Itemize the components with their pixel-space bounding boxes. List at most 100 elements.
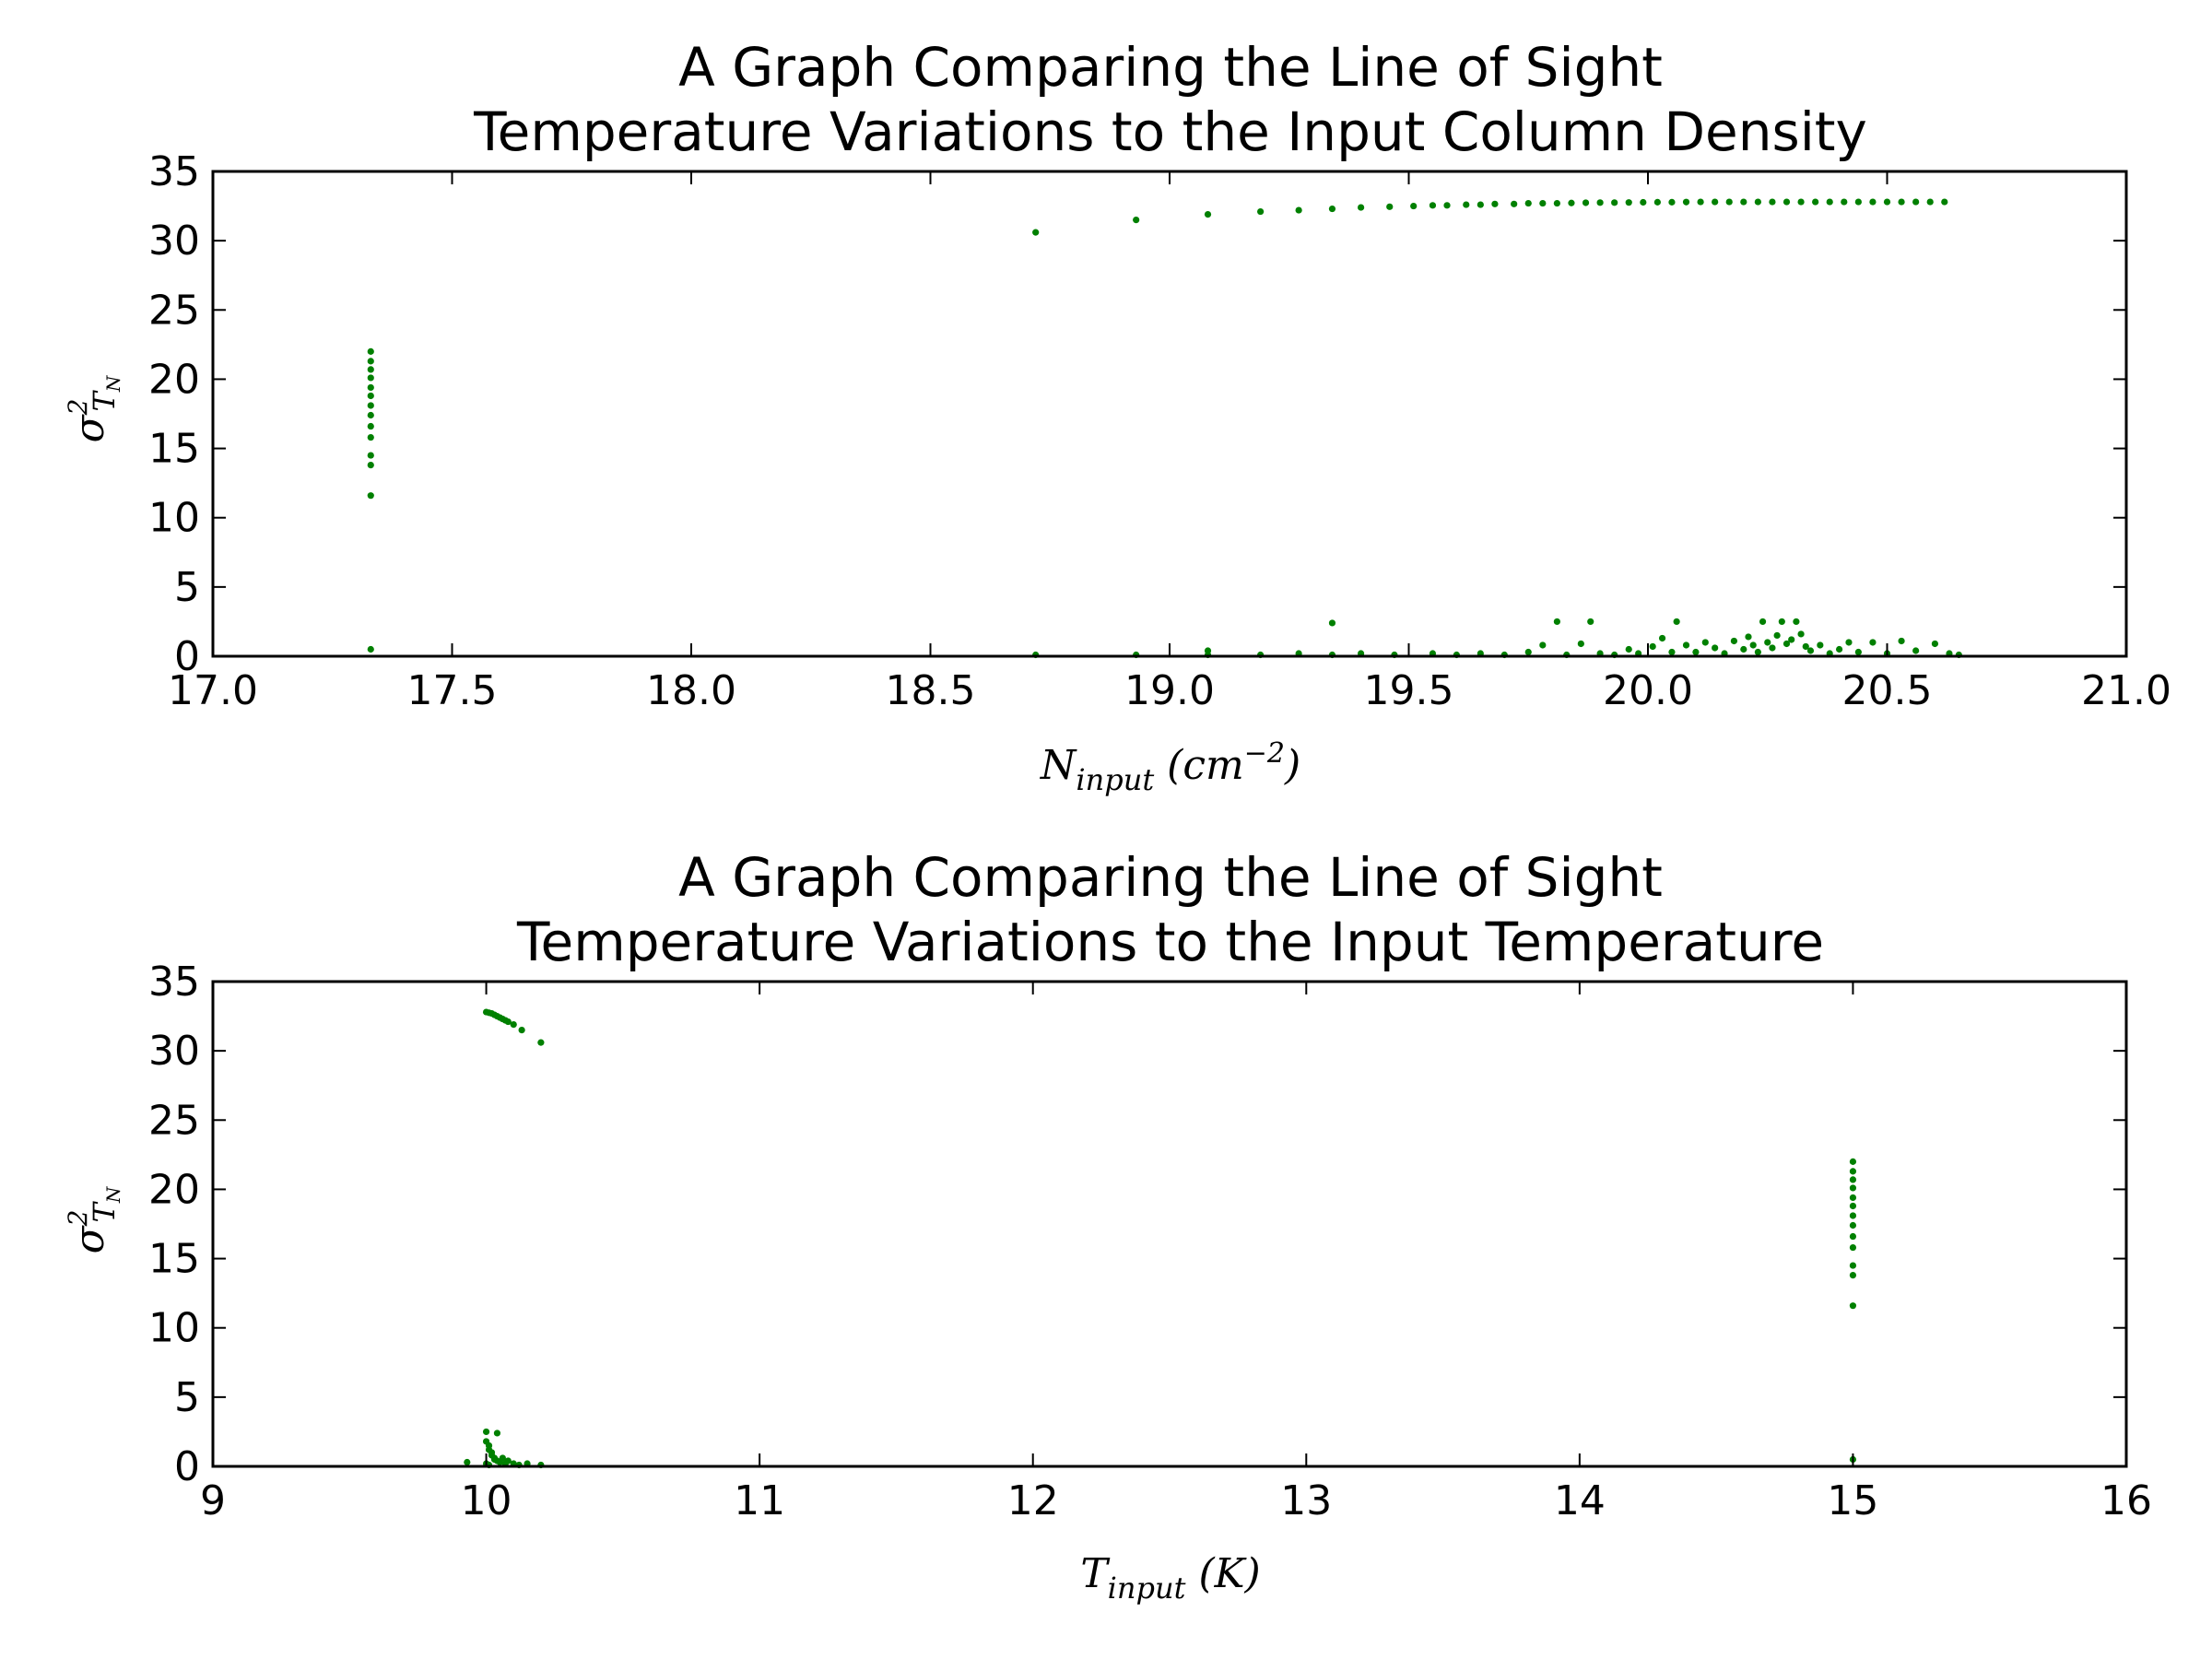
x-tick-label: 20.5 bbox=[1842, 667, 1933, 714]
data-point bbox=[1926, 198, 1934, 206]
data-point bbox=[367, 366, 374, 373]
data-point bbox=[1854, 198, 1862, 206]
data-point bbox=[1701, 639, 1709, 646]
data-point bbox=[1802, 642, 1809, 651]
chart-title-line2: Temperature Variations to the Input Colu… bbox=[473, 100, 1867, 163]
chart-title-line1: A Graph Comparing the Line of Sight bbox=[678, 36, 1663, 99]
y-axis-label: σ2TN bbox=[63, 374, 124, 442]
data-point bbox=[482, 1428, 490, 1436]
data-point bbox=[1429, 202, 1437, 209]
data-point bbox=[1133, 217, 1140, 224]
data-point bbox=[1553, 618, 1560, 626]
axes-frame bbox=[211, 170, 2128, 658]
data-point bbox=[1524, 199, 1532, 207]
data-point bbox=[1849, 1243, 1857, 1252]
y-tick-label: 0 bbox=[174, 1443, 200, 1490]
data-point bbox=[1568, 199, 1575, 206]
data-point bbox=[510, 1020, 517, 1029]
data-point bbox=[1845, 639, 1853, 646]
data-point bbox=[504, 1018, 512, 1026]
data-point bbox=[1712, 644, 1719, 652]
data-point bbox=[1836, 645, 1843, 653]
data-point bbox=[1649, 642, 1656, 651]
data-point bbox=[1611, 199, 1618, 206]
data-point bbox=[367, 452, 374, 459]
x-tick-label: 15 bbox=[1827, 1477, 1878, 1524]
data-point bbox=[1849, 1168, 1857, 1175]
data-point bbox=[1668, 198, 1676, 206]
data-point bbox=[1898, 198, 1905, 206]
data-point bbox=[1812, 198, 1819, 206]
data-point bbox=[1817, 641, 1824, 649]
data-point bbox=[1797, 198, 1805, 206]
data-point bbox=[1524, 648, 1532, 656]
data-point bbox=[1778, 618, 1785, 626]
x-tick-label: 18.5 bbox=[886, 667, 976, 714]
data-point bbox=[1849, 1221, 1857, 1230]
data-point bbox=[1257, 207, 1265, 216]
data-point bbox=[1783, 640, 1791, 648]
data-point bbox=[1754, 648, 1761, 656]
data-point bbox=[1443, 202, 1451, 209]
series-points bbox=[367, 198, 1962, 659]
data-point bbox=[1740, 645, 1747, 653]
data-point bbox=[1730, 637, 1738, 645]
data-point bbox=[1783, 198, 1791, 206]
data-point bbox=[367, 462, 374, 469]
x-tick-label: 18.0 bbox=[646, 667, 736, 714]
data-point bbox=[1032, 229, 1040, 236]
data-point bbox=[1682, 641, 1690, 649]
data-point bbox=[1712, 198, 1719, 206]
x-axis-label: Tinput (K) bbox=[1080, 1550, 1260, 1606]
data-point bbox=[1806, 647, 1815, 654]
x-tick-label: 11 bbox=[734, 1477, 785, 1524]
data-point bbox=[1658, 634, 1666, 642]
data-point bbox=[1931, 640, 1938, 648]
y-tick-label: 35 bbox=[148, 148, 200, 195]
data-point bbox=[1769, 198, 1776, 206]
subplot-temperature: A Graph Comparing the Line of Sight Temp… bbox=[63, 846, 2152, 1606]
data-point bbox=[1754, 198, 1761, 206]
y-tick-label: 10 bbox=[148, 1305, 200, 1352]
data-point bbox=[1912, 647, 1920, 654]
data-point bbox=[1539, 641, 1547, 649]
y-tick-label: 25 bbox=[148, 1097, 200, 1144]
y-tick-label: 30 bbox=[148, 218, 200, 265]
data-point bbox=[1849, 1194, 1857, 1202]
y-axis-label: σ2TN bbox=[63, 1185, 124, 1253]
data-point bbox=[1328, 619, 1336, 627]
data-point bbox=[1793, 618, 1800, 626]
y-tick-label: 20 bbox=[148, 1166, 200, 1213]
data-point bbox=[464, 1458, 471, 1466]
data-point bbox=[1883, 198, 1891, 206]
data-point bbox=[1769, 644, 1776, 652]
data-point bbox=[1358, 204, 1365, 211]
data-point bbox=[1849, 1202, 1857, 1210]
data-point bbox=[499, 1454, 506, 1462]
data-point bbox=[1740, 198, 1747, 206]
data-point bbox=[1386, 203, 1394, 210]
data-point bbox=[1749, 641, 1757, 649]
x-tick-label: 19.0 bbox=[1124, 667, 1215, 714]
data-point bbox=[367, 422, 374, 430]
data-point bbox=[1849, 1212, 1857, 1219]
data-point bbox=[1898, 637, 1905, 645]
chart-title-line1: A Graph Comparing the Line of Sight bbox=[678, 846, 1663, 909]
data-point bbox=[1849, 1232, 1857, 1241]
data-point bbox=[518, 1027, 525, 1034]
plot-area: 17.0 17.5 18.0 18.5 19.0 19.5 20.0 20.5 21.0 0 5 10… bbox=[148, 148, 2171, 714]
y-tick-label: 25 bbox=[148, 287, 200, 334]
data-point bbox=[1653, 198, 1661, 206]
x-tick-label: 21.0 bbox=[2081, 667, 2171, 714]
series-points bbox=[464, 1008, 1857, 1469]
data-point bbox=[1682, 198, 1690, 206]
plot-area: 9 10 11 12 13 14 15 16 0 5 10 15 20 25 30 35 bbox=[148, 959, 2152, 1524]
data-point bbox=[1582, 199, 1590, 206]
data-point bbox=[1773, 631, 1781, 640]
data-point bbox=[1849, 1184, 1857, 1192]
x-tick-label: 9 bbox=[200, 1477, 226, 1524]
data-point bbox=[1692, 648, 1700, 656]
data-point bbox=[1328, 205, 1336, 213]
axes-frame bbox=[211, 980, 2128, 1468]
